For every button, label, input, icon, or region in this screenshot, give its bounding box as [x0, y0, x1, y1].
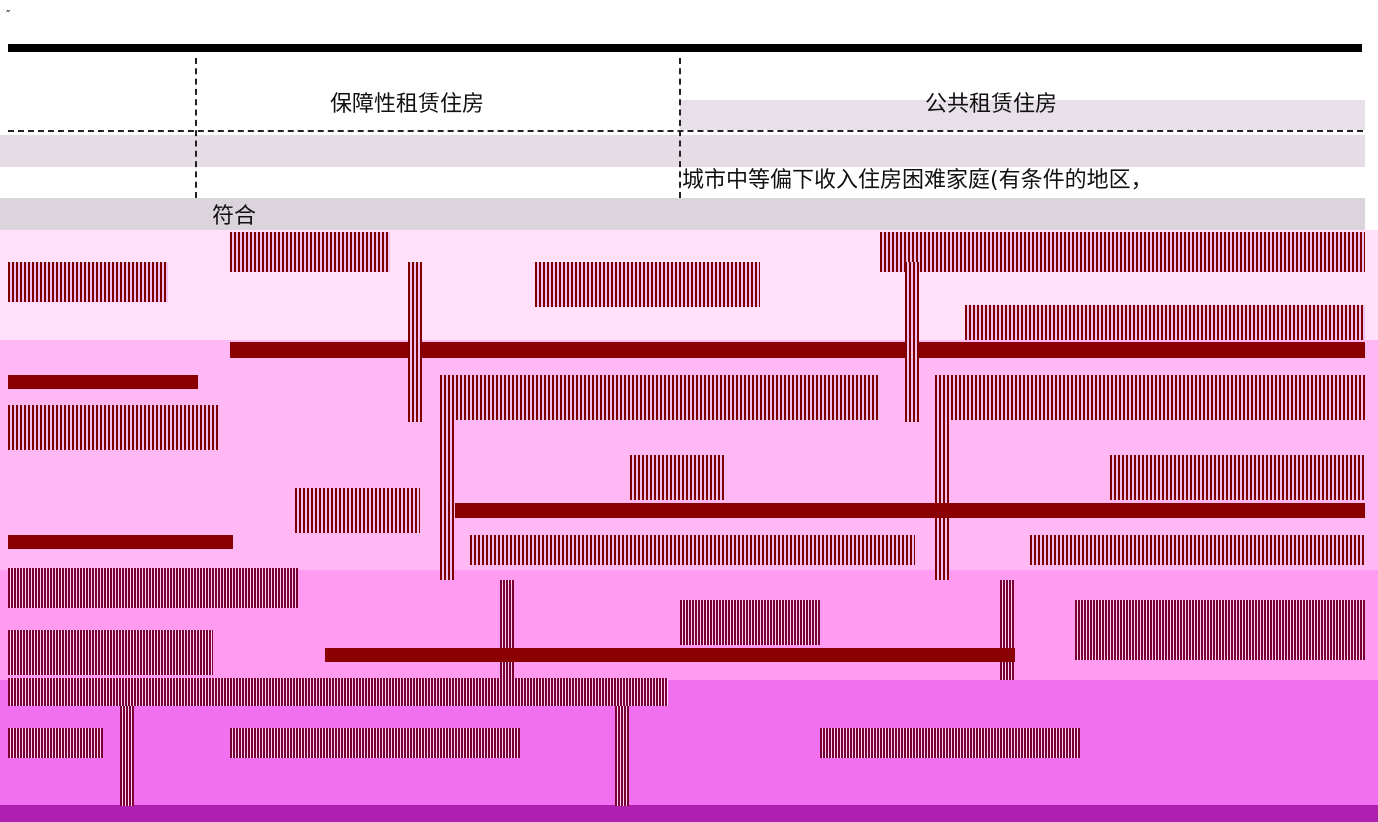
row-divider	[8, 130, 1363, 132]
garbled-glyphs	[8, 405, 218, 450]
garbled-glyphs	[440, 420, 454, 580]
garbled-glyphs	[230, 728, 520, 758]
garbled-glyphs	[935, 375, 1365, 420]
garbled-bar	[230, 342, 1365, 358]
garbled-bar	[325, 648, 1015, 662]
garbled-glyphs	[680, 600, 820, 645]
table-cell: 城市中等偏下收入住房困难家庭(有条件的地区，	[682, 168, 1153, 193]
garbled-glyphs	[8, 678, 668, 706]
column-divider	[195, 58, 197, 198]
garbled-glyphs	[408, 262, 422, 422]
garbled-glyphs	[8, 728, 103, 758]
garbled-bar	[455, 503, 1365, 518]
garbled-glyphs	[905, 262, 919, 422]
garbled-glyphs	[440, 375, 880, 420]
garbled-glyphs	[630, 455, 725, 500]
garbled-bar	[8, 375, 198, 389]
table-cell: 符合	[212, 204, 257, 229]
garbled-glyphs	[8, 262, 168, 302]
row-shade	[680, 135, 1365, 167]
header-cell: 公共租赁住房	[925, 92, 1058, 117]
garbled-glyphs	[965, 305, 1365, 340]
garbled-glyphs	[1075, 600, 1365, 660]
garbled-bar	[8, 535, 233, 549]
garbled-glyphs	[470, 535, 915, 565]
garbled-glyphs	[1110, 455, 1365, 500]
garbled-glyphs	[295, 488, 420, 533]
garbled-glyphs	[120, 706, 134, 806]
column-divider	[679, 58, 681, 198]
row-shade	[0, 135, 680, 167]
garbled-glyphs	[880, 232, 1365, 272]
garbled-glyphs	[500, 580, 514, 680]
garbled-band	[0, 805, 1378, 822]
garbled-glyphs	[820, 728, 1080, 758]
garbled-glyphs	[8, 630, 213, 675]
header-cell: 保障性租赁住房	[330, 92, 485, 117]
garbled-glyphs	[615, 706, 629, 806]
garbled-glyphs	[1000, 580, 1014, 680]
garbled-glyphs	[8, 568, 298, 608]
corner-mark: ″	[6, 8, 11, 22]
garbled-glyphs	[935, 420, 949, 580]
garbled-glyphs	[230, 232, 390, 272]
garbled-glyphs	[535, 262, 760, 307]
header-shade	[680, 100, 1365, 130]
top-rule	[8, 44, 1362, 52]
garbled-glyphs	[1030, 535, 1365, 565]
row-shade	[0, 198, 1365, 230]
